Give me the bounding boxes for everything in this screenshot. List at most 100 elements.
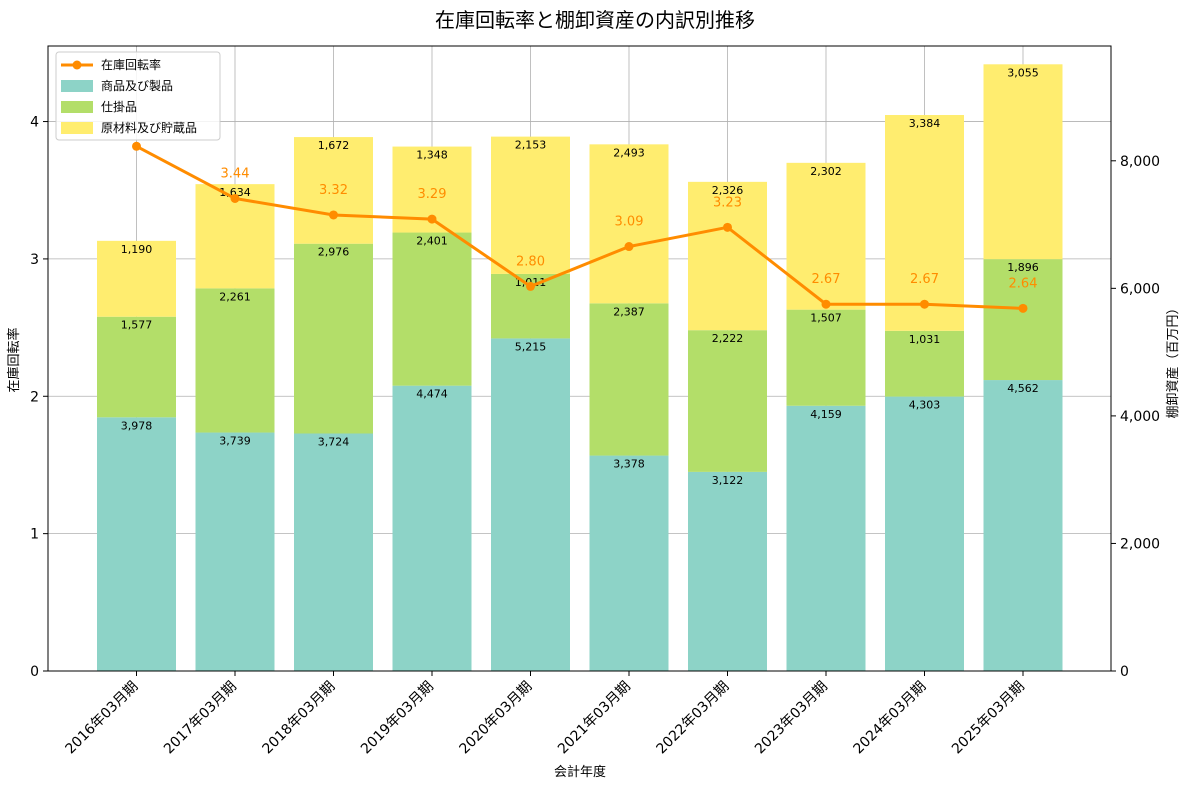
bar-segment xyxy=(688,330,767,472)
x-tick-label: 2019年03月期 xyxy=(358,679,437,758)
bar-value-label: 4,303 xyxy=(909,399,941,412)
bar-segment xyxy=(195,432,275,671)
left-tick-label: 1 xyxy=(30,527,39,543)
bar-value-label: 2,493 xyxy=(613,146,645,159)
bar-value-label: 1,507 xyxy=(810,312,842,325)
legend-bar-swatch xyxy=(61,80,93,92)
bar-segment xyxy=(983,64,1063,260)
bar-value-label: 4,159 xyxy=(810,408,842,421)
bar-segment xyxy=(491,338,570,671)
right-tick-label: 4,000 xyxy=(1120,409,1160,425)
x-tick-label: 2021年03月期 xyxy=(555,679,634,758)
rate-line: 3.44 3.32 3.29 2.80 3.09 3.23 2.67 2.67 2.64 xyxy=(132,141,1038,313)
rate-point xyxy=(821,299,831,309)
rate-value-label: 3.29 xyxy=(418,187,447,202)
left-axis-title: 在庫回転率 xyxy=(6,327,22,392)
legend-point-swatch xyxy=(72,60,82,70)
bar-segment xyxy=(97,316,176,418)
rate-value-label: 2.67 xyxy=(910,272,939,287)
left-tick-label: 0 xyxy=(30,664,39,680)
rate-point xyxy=(723,222,732,232)
bar-value-label: 2,153 xyxy=(515,139,547,152)
bar-segment xyxy=(392,385,472,671)
plot-frame xyxy=(47,45,1112,672)
rate-point xyxy=(526,281,535,291)
right-tick-label: 2,000 xyxy=(1120,536,1160,552)
bar-segment xyxy=(786,309,866,406)
rate-value-label: 3.23 xyxy=(713,195,742,210)
bar-segment xyxy=(885,330,964,397)
bar-value-label: 1,190 xyxy=(121,243,153,256)
right-axis-title: 棚卸資産（百万円） xyxy=(1165,301,1181,418)
bar-segment xyxy=(786,162,866,310)
bar-value-label: 4,474 xyxy=(416,388,448,401)
rate-point xyxy=(230,193,240,203)
legend-bar-swatch xyxy=(61,101,93,113)
x-tick-label: 2022年03月期 xyxy=(654,679,733,758)
legend-entry-label: 在庫回転率 xyxy=(101,57,161,72)
legend-bar-swatch xyxy=(61,122,93,134)
bar-segment xyxy=(195,288,275,433)
bar-segment xyxy=(294,137,373,244)
chart-title: 在庫回転率と棚卸資産の内訳別推移 xyxy=(435,8,755,32)
right-tick-label: 8,000 xyxy=(1120,154,1160,170)
rate-point xyxy=(329,210,338,220)
rate-value-label: 3.09 xyxy=(615,215,644,230)
bar-segment xyxy=(294,433,373,671)
bar-value-label: 2,326 xyxy=(712,184,744,197)
bar-segment xyxy=(885,115,964,331)
bar-value-label: 3,055 xyxy=(1007,66,1039,79)
bar-value-label: 2,261 xyxy=(219,290,251,303)
x-axis-title: 会計年度 xyxy=(554,764,606,780)
bar-segment xyxy=(688,181,767,331)
x-tick-label: 2020年03月期 xyxy=(457,679,536,758)
bar-segment xyxy=(589,144,669,304)
right-tick-label: 6,000 xyxy=(1120,281,1160,297)
bar-segment xyxy=(97,417,176,671)
rate-value-label: 3.32 xyxy=(319,183,348,198)
rate-point xyxy=(920,299,929,309)
bar-value-label: 1,348 xyxy=(416,149,448,162)
legend-entry-label: 仕掛品 xyxy=(101,99,137,114)
bar-segment xyxy=(491,136,570,274)
bar-value-label: 2,222 xyxy=(712,332,744,345)
bar-value-label: 1,672 xyxy=(318,139,350,152)
x-tick-label: 2025年03月期 xyxy=(949,679,1028,758)
bar-value-label: 2,401 xyxy=(416,235,448,248)
rate-value-label: 2.64 xyxy=(1009,276,1038,291)
x-tick-label: 2016年03月期 xyxy=(63,679,142,758)
rate-value-label: 2.80 xyxy=(516,254,545,269)
x-tick-label: 2017年03月期 xyxy=(161,679,240,758)
rate-point xyxy=(132,141,141,151)
bar-value-label: 1,896 xyxy=(1007,261,1039,274)
bar-value-label: 3,978 xyxy=(121,419,153,432)
bar-segment xyxy=(983,259,1063,381)
bar-segment xyxy=(983,380,1063,671)
bar-value-label: 2,387 xyxy=(613,305,645,318)
rate-point xyxy=(1018,303,1028,313)
x-tick-label: 2018年03月期 xyxy=(260,679,339,758)
bars: 3,9781,5771,1903,7392,2611,6343,7242,976… xyxy=(97,64,1063,671)
rate-value-label: 2.67 xyxy=(812,272,841,287)
bar-segment xyxy=(589,303,669,456)
bar-value-label: 1,031 xyxy=(909,333,941,346)
legend-entry-label: 商品及び製品 xyxy=(101,78,173,93)
bar-value-label: 3,724 xyxy=(318,436,350,449)
bar-segment xyxy=(786,405,866,671)
bar-value-label: 4,562 xyxy=(1007,382,1039,395)
rate-value-label: 3.44 xyxy=(221,166,250,181)
x-tick-label: 2024年03月期 xyxy=(851,679,930,758)
bar-value-label: 3,739 xyxy=(219,435,251,448)
legend-box xyxy=(55,51,221,141)
rate-line-path xyxy=(135,144,1024,310)
bar-value-label: 3,122 xyxy=(712,474,744,487)
bar-value-label: 1,577 xyxy=(121,319,153,332)
bar-segment xyxy=(294,243,373,434)
bar-segment xyxy=(885,396,964,671)
rate-point xyxy=(624,242,634,252)
legend-entry-label: 原材料及び貯蔵品 xyxy=(101,121,197,135)
x-tick-label: 2023年03月期 xyxy=(752,679,831,758)
left-tick-label: 3 xyxy=(30,252,39,268)
